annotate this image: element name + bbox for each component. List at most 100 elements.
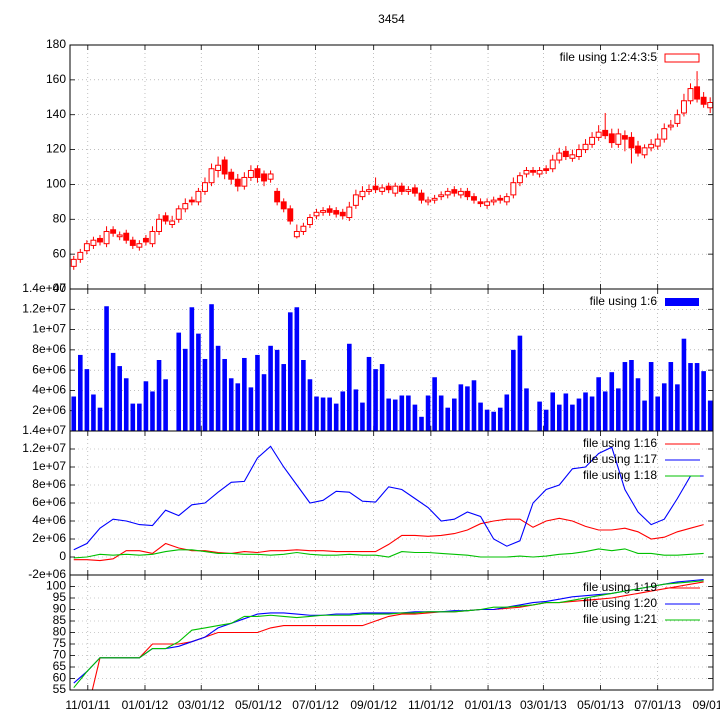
- candle-body: [457, 190, 464, 196]
- candle-body: [103, 230, 110, 245]
- bar: [91, 394, 96, 431]
- bar: [616, 388, 621, 431]
- bar: [307, 379, 313, 431]
- y-tick-label: 2e+06: [32, 531, 66, 545]
- legend-label: file using 1:16: [583, 436, 657, 450]
- x-tick-label: 11/01/12: [408, 698, 454, 712]
- bar: [681, 338, 687, 431]
- legend-label: file using 1:2:4:3:5: [560, 50, 658, 64]
- candle-body: [293, 230, 300, 238]
- bar: [360, 402, 365, 431]
- bar: [235, 383, 241, 431]
- candle-body: [287, 208, 294, 222]
- bar: [320, 397, 326, 431]
- candle-body: [247, 169, 254, 178]
- candle-body: [175, 208, 182, 220]
- candle-body: [477, 201, 484, 205]
- bar: [156, 360, 162, 431]
- legend-swatch: [664, 53, 700, 63]
- bar: [491, 411, 496, 431]
- y-tick-label: 100: [46, 579, 66, 593]
- bar: [511, 349, 516, 431]
- bar: [110, 352, 116, 431]
- bar: [635, 378, 641, 431]
- candle-body: [516, 175, 523, 184]
- x-tick-label: 07/01/13: [634, 698, 681, 712]
- bar: [209, 304, 214, 431]
- candle-body: [503, 196, 510, 203]
- candle-body: [562, 150, 569, 158]
- bar: [471, 380, 477, 431]
- candle-body: [510, 182, 517, 196]
- bar: [71, 396, 77, 431]
- candle-body: [77, 251, 84, 260]
- candle-body: [569, 154, 576, 159]
- candle-body: [615, 133, 622, 145]
- candle-body: [280, 201, 287, 210]
- candle-body: [536, 169, 543, 175]
- candle-body: [83, 243, 90, 252]
- candle-body: [274, 190, 281, 203]
- bar: [137, 403, 142, 431]
- bar: [694, 363, 700, 431]
- bar: [143, 381, 149, 431]
- y-tick-label: 90: [53, 602, 67, 616]
- bar: [333, 403, 339, 431]
- candle-body: [425, 199, 432, 203]
- bar: [629, 360, 634, 431]
- candle-body: [608, 133, 615, 144]
- candle-body: [261, 173, 267, 182]
- y-tick-label: 100: [46, 177, 66, 191]
- bar: [570, 404, 575, 431]
- candle-body: [451, 189, 458, 194]
- bar: [222, 358, 227, 431]
- candle-body: [543, 168, 550, 171]
- bar: [248, 387, 254, 431]
- bar: [123, 378, 129, 431]
- bar: [406, 395, 411, 431]
- candle-body: [641, 147, 648, 156]
- y-tick-label: 1.2e+07: [22, 441, 66, 455]
- plot-area: [73, 579, 704, 690]
- bar: [104, 306, 109, 431]
- candle-body: [635, 145, 641, 154]
- candle-body: [667, 124, 674, 128]
- x-tick-label: 01/01/13: [465, 698, 512, 712]
- bar: [294, 307, 300, 431]
- candle-body: [70, 258, 77, 267]
- bar: [622, 362, 628, 431]
- bar: [701, 371, 706, 431]
- candle-body: [372, 185, 379, 191]
- bar: [425, 395, 431, 431]
- y-tick-label: 40: [53, 281, 67, 295]
- bar: [563, 393, 569, 431]
- bar: [602, 391, 608, 431]
- y-tick-label: 80: [53, 625, 67, 639]
- candle-body: [674, 114, 681, 124]
- candle-body: [700, 96, 707, 105]
- candle-body: [556, 152, 563, 161]
- series-line: [73, 579, 704, 684]
- candle-body: [142, 237, 149, 243]
- legend-label: file using 1:17: [583, 452, 657, 466]
- candle-body: [648, 143, 655, 149]
- candle-body: [530, 169, 536, 173]
- bar: [327, 397, 332, 431]
- bar: [314, 396, 319, 431]
- bar: [596, 377, 601, 431]
- legend-label: file using 1:19: [583, 580, 657, 594]
- y-tick-label: 1.4e+07: [22, 281, 66, 295]
- candle-body: [97, 237, 103, 243]
- y-tick-label: 65: [53, 659, 67, 673]
- candle-body: [208, 168, 215, 184]
- bar: [524, 388, 529, 431]
- candle-body: [359, 190, 366, 198]
- x-tick-label: 09/01/12: [350, 698, 397, 712]
- candle-body: [549, 159, 556, 170]
- candle-body: [188, 199, 195, 203]
- bar: [478, 402, 483, 431]
- series-line: [73, 580, 704, 689]
